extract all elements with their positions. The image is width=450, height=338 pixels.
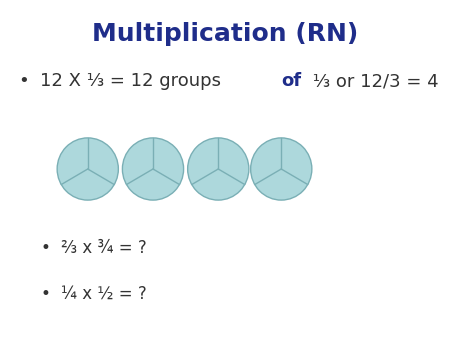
Text: •: • [40,285,50,303]
Text: •: • [40,239,50,258]
Text: ¼ x ½ = ?: ¼ x ½ = ? [61,285,147,303]
Text: of: of [281,72,302,90]
Text: •: • [18,72,29,90]
Ellipse shape [251,138,312,200]
Text: ⅔ x ¾ = ?: ⅔ x ¾ = ? [61,239,147,258]
Text: 12 X ⅓ = 12 groups: 12 X ⅓ = 12 groups [40,72,227,90]
Ellipse shape [122,138,184,200]
Ellipse shape [57,138,118,200]
Text: ⅓ or 12/3 = 4: ⅓ or 12/3 = 4 [307,72,439,90]
Ellipse shape [188,138,249,200]
Text: Multiplication (RN): Multiplication (RN) [92,22,358,46]
